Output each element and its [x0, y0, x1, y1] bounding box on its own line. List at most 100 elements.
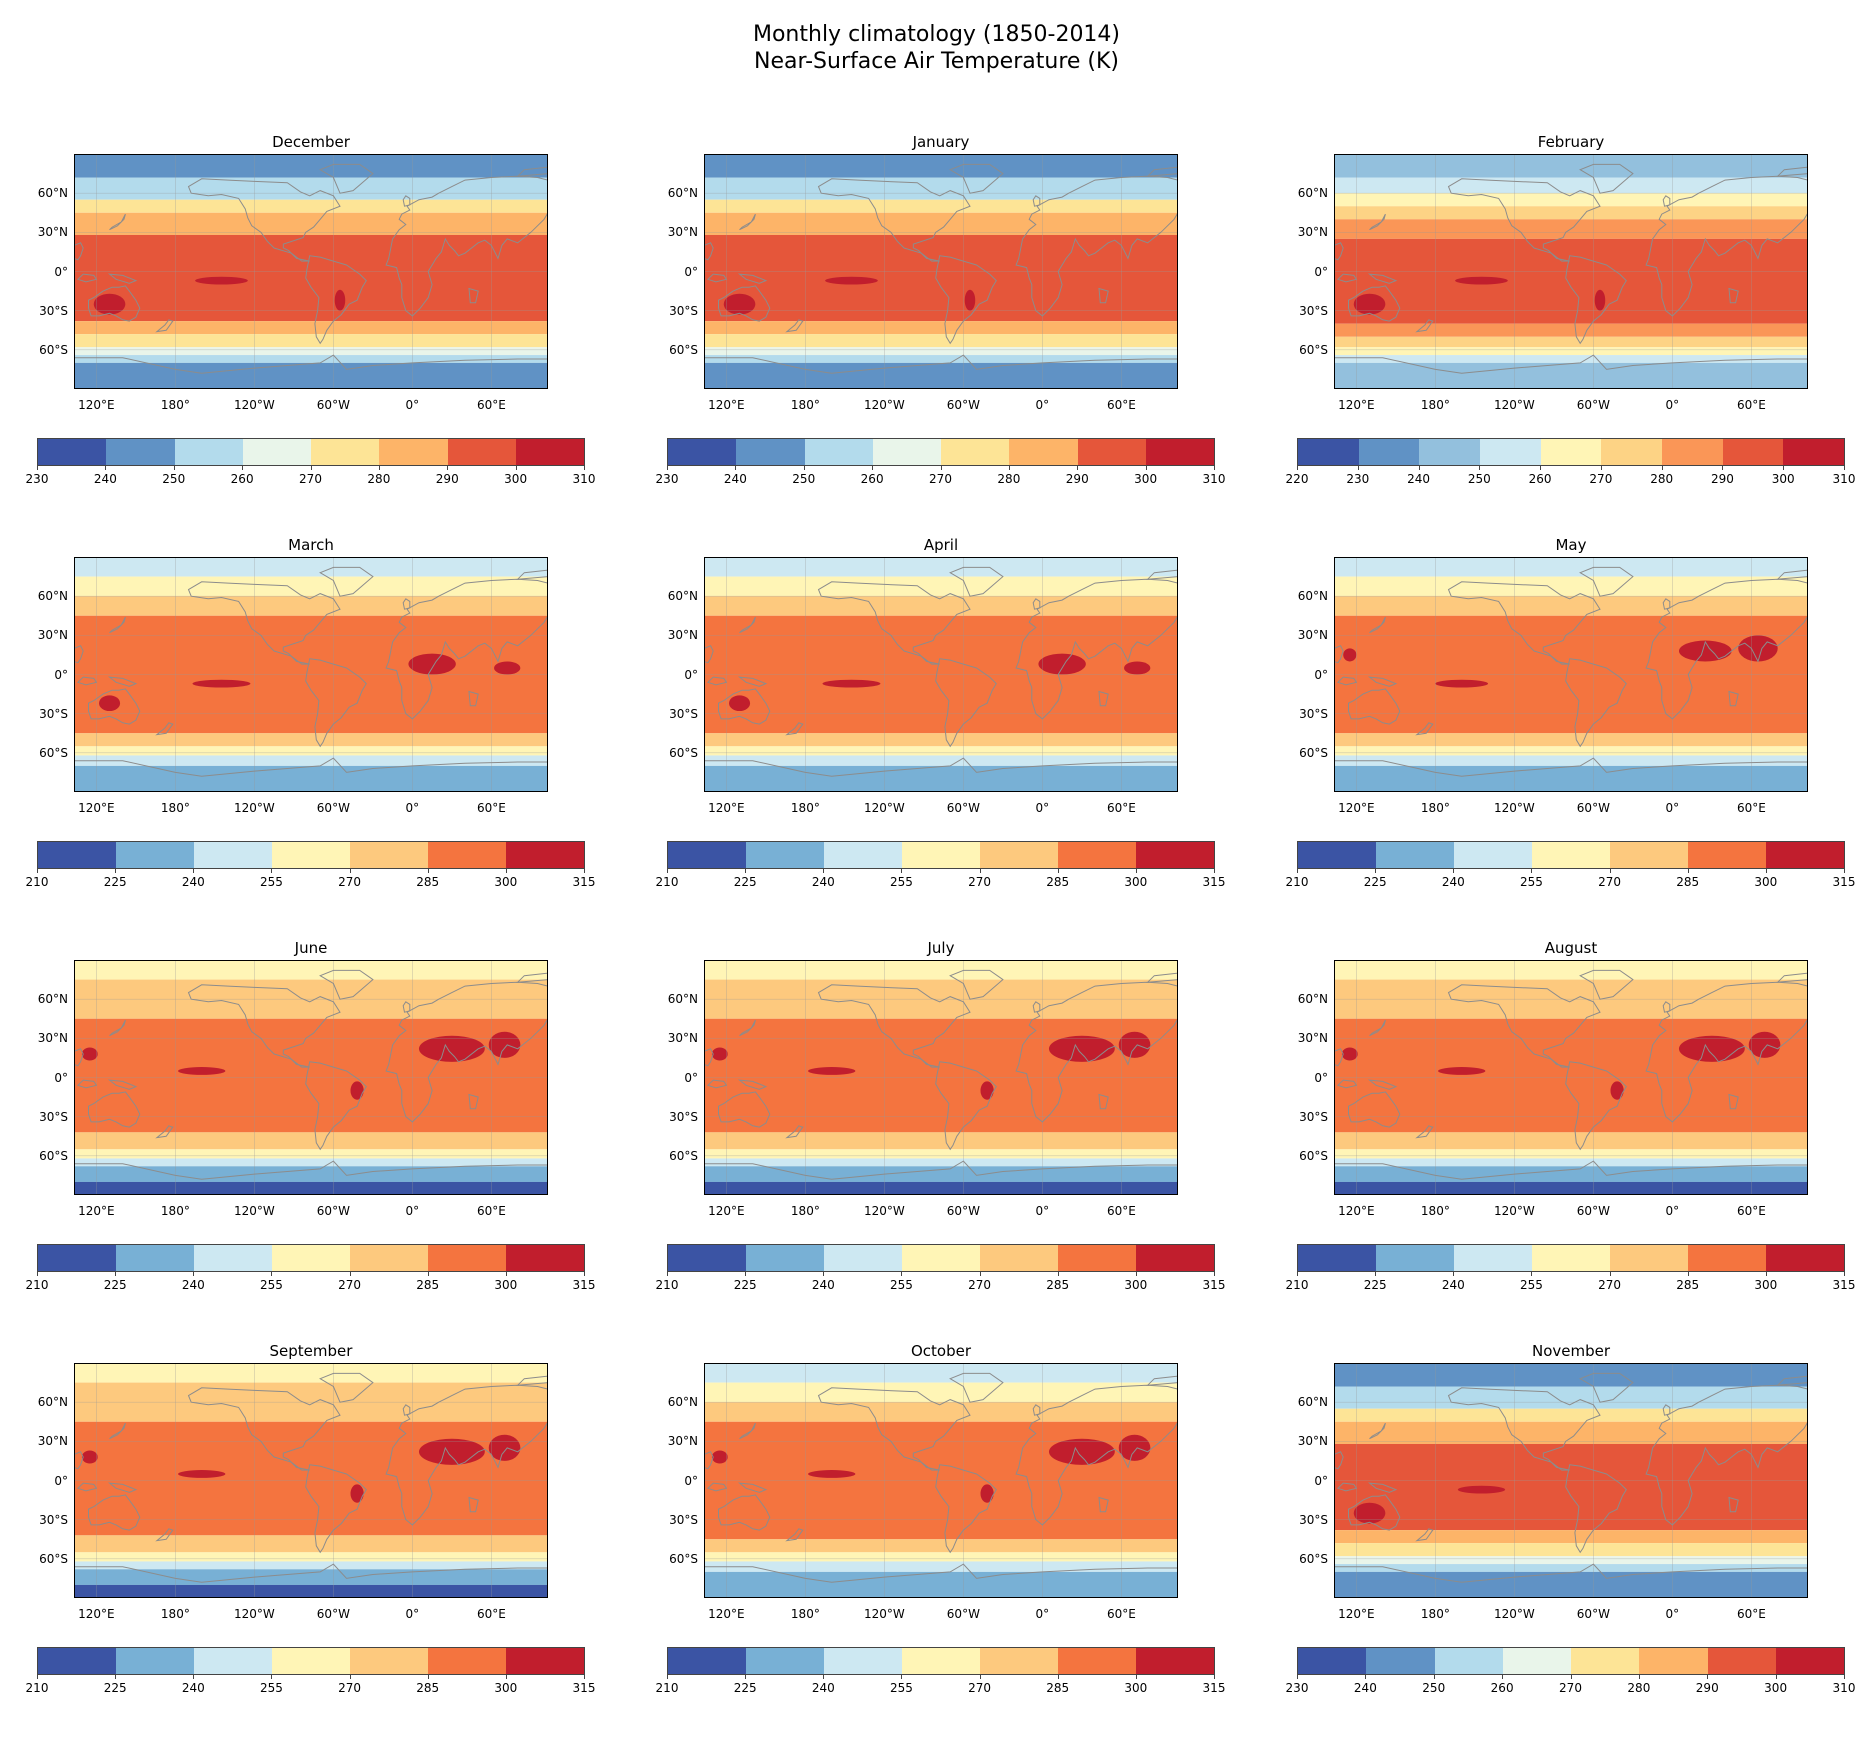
- lon-tick-label: 120°E: [1338, 1204, 1375, 1218]
- hot-region: [1353, 1502, 1386, 1524]
- colorbar-segment: [1419, 439, 1481, 465]
- coastline: [187, 581, 341, 665]
- coastline: [1336, 676, 1358, 686]
- coastline: [1728, 1093, 1739, 1110]
- hot-region: [1435, 679, 1489, 688]
- colorbar-tickmark: [505, 1675, 507, 1679]
- lat-tick-label: 30°S: [1299, 303, 1328, 318]
- coastline: [1367, 1482, 1398, 1493]
- coastline: [935, 1464, 997, 1554]
- lon-tick-label: 120°E: [708, 1607, 745, 1621]
- colorbar-tickmark: [1135, 1675, 1137, 1679]
- colorbar-tick-label: 285: [416, 1278, 440, 1292]
- coastline: [74, 242, 84, 261]
- colorbar-tickmark: [505, 869, 507, 873]
- coastline: [1098, 1496, 1109, 1513]
- lat-tick-label: 60°N: [37, 1395, 68, 1410]
- coastline: [1334, 1451, 1344, 1470]
- lon-tick-label: 0°: [1035, 1607, 1050, 1621]
- colorbar-segment: [1707, 1648, 1776, 1674]
- colorbar-tickmark: [823, 1272, 825, 1276]
- temperature-band: [704, 1539, 1178, 1553]
- colorbar-tickmark: [1775, 1675, 1777, 1679]
- colorbar-tick-label: 240: [723, 472, 747, 486]
- coastline: [468, 287, 479, 304]
- coastline: [1146, 972, 1178, 983]
- lon-tick-label: 60°W: [1576, 1204, 1610, 1218]
- lat-tick-label: 30°N: [37, 1031, 68, 1046]
- colorbar-tick-label: 270: [1589, 472, 1613, 486]
- lon-tick-label: 0°: [1665, 398, 1680, 412]
- colorbar-segment: [1009, 439, 1078, 465]
- coastline: [516, 1375, 548, 1386]
- colorbar-tickmark: [427, 1272, 429, 1276]
- colorbar-tickmark: [271, 1272, 273, 1276]
- lat-tick-label: 30°N: [1297, 1434, 1328, 1449]
- colorbar-tick-label: 225: [1363, 1278, 1387, 1292]
- colorbar-tickmark: [1638, 1675, 1640, 1679]
- coastline: [1447, 178, 1601, 262]
- map-border: [1334, 1363, 1808, 1598]
- temperature-band: [74, 1584, 548, 1598]
- lon-tick-label: 120°E: [78, 1607, 115, 1621]
- lat-tick-label: 30°S: [1299, 706, 1328, 721]
- coastline: [1369, 213, 1386, 231]
- coastline: [155, 722, 174, 736]
- colorbar-tick-label: 225: [103, 1278, 127, 1292]
- colorbar-tickmark: [1214, 869, 1215, 873]
- lon-tick-label: 120°W: [863, 1607, 905, 1621]
- lat-tick-label: 30°N: [37, 1434, 68, 1449]
- map-panel-july: July 60°N 30°N 0° 30°S 60°S 120°E 180° 120°W 60°W…: [630, 938, 1230, 1340]
- colorbar-tickmark: [193, 869, 195, 873]
- hot-region: [178, 1067, 226, 1075]
- colorbar-tickmark: [1687, 869, 1689, 873]
- colorbar-tick-label: 210: [655, 1278, 679, 1292]
- lon-tick-label: 60°E: [1106, 398, 1136, 412]
- temperature-band: [1334, 755, 1808, 766]
- colorbar-tickmark: [584, 1272, 585, 1276]
- colorbar-tick-label: 310: [1202, 472, 1226, 486]
- coastline: [1645, 175, 1808, 317]
- lat-tick-label: 30°S: [39, 303, 68, 318]
- map-svg: [1334, 960, 1808, 1195]
- temperature-band: [1334, 1181, 1808, 1195]
- lon-tick-label: 180°: [790, 398, 820, 412]
- coastline: [718, 688, 771, 725]
- colorbar: [37, 841, 585, 869]
- coastline: [305, 255, 367, 345]
- temperature-map: [1334, 1363, 1808, 1598]
- map-svg: [704, 1363, 1178, 1598]
- lat-tick-label: 60°N: [1297, 992, 1328, 1007]
- lon-tick-label: 120°W: [863, 801, 905, 815]
- lon-tick-label: 180°: [1420, 1204, 1450, 1218]
- temperature-band: [704, 733, 1178, 747]
- temperature-band: [1334, 177, 1808, 194]
- colorbar-tick-label: 270: [1559, 1681, 1582, 1695]
- lat-tick-label: 30°S: [669, 1512, 698, 1527]
- coastline: [74, 1451, 84, 1470]
- temperature-band: [74, 1181, 548, 1195]
- colorbar-tickmark: [1214, 466, 1215, 470]
- map-svg: [74, 557, 548, 792]
- coastline: [1776, 569, 1808, 580]
- lon-tick-label: 120°E: [78, 801, 115, 815]
- hot-region: [1678, 640, 1732, 662]
- colorbar-tickmark: [1722, 466, 1724, 470]
- colorbar-tick-label: 225: [733, 1681, 757, 1695]
- temperature-band: [1334, 557, 1808, 577]
- colorbar-tickmark: [1214, 1272, 1215, 1276]
- temperature-band: [704, 576, 1178, 597]
- colorbar-tickmark: [173, 466, 175, 470]
- map-border: [1334, 557, 1808, 792]
- colorbar-tickmark: [1570, 1675, 1572, 1679]
- colorbar-tick-label: 270: [338, 1681, 362, 1695]
- coastline: [155, 1528, 174, 1542]
- colorbar-tick-label: 300: [1124, 1278, 1148, 1292]
- temperature-band: [1334, 1363, 1808, 1387]
- temperature-band: [74, 1158, 548, 1167]
- colorbar-tick-label: 240: [1407, 472, 1430, 486]
- colorbar-tickmark: [1135, 869, 1137, 873]
- coastline: [785, 319, 804, 333]
- colorbar-tick-label: 300: [1754, 1278, 1778, 1292]
- hot-region: [1341, 1047, 1358, 1061]
